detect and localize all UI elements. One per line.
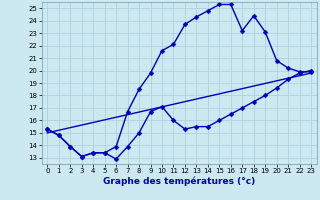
X-axis label: Graphe des températures (°c): Graphe des températures (°c) <box>103 177 255 186</box>
